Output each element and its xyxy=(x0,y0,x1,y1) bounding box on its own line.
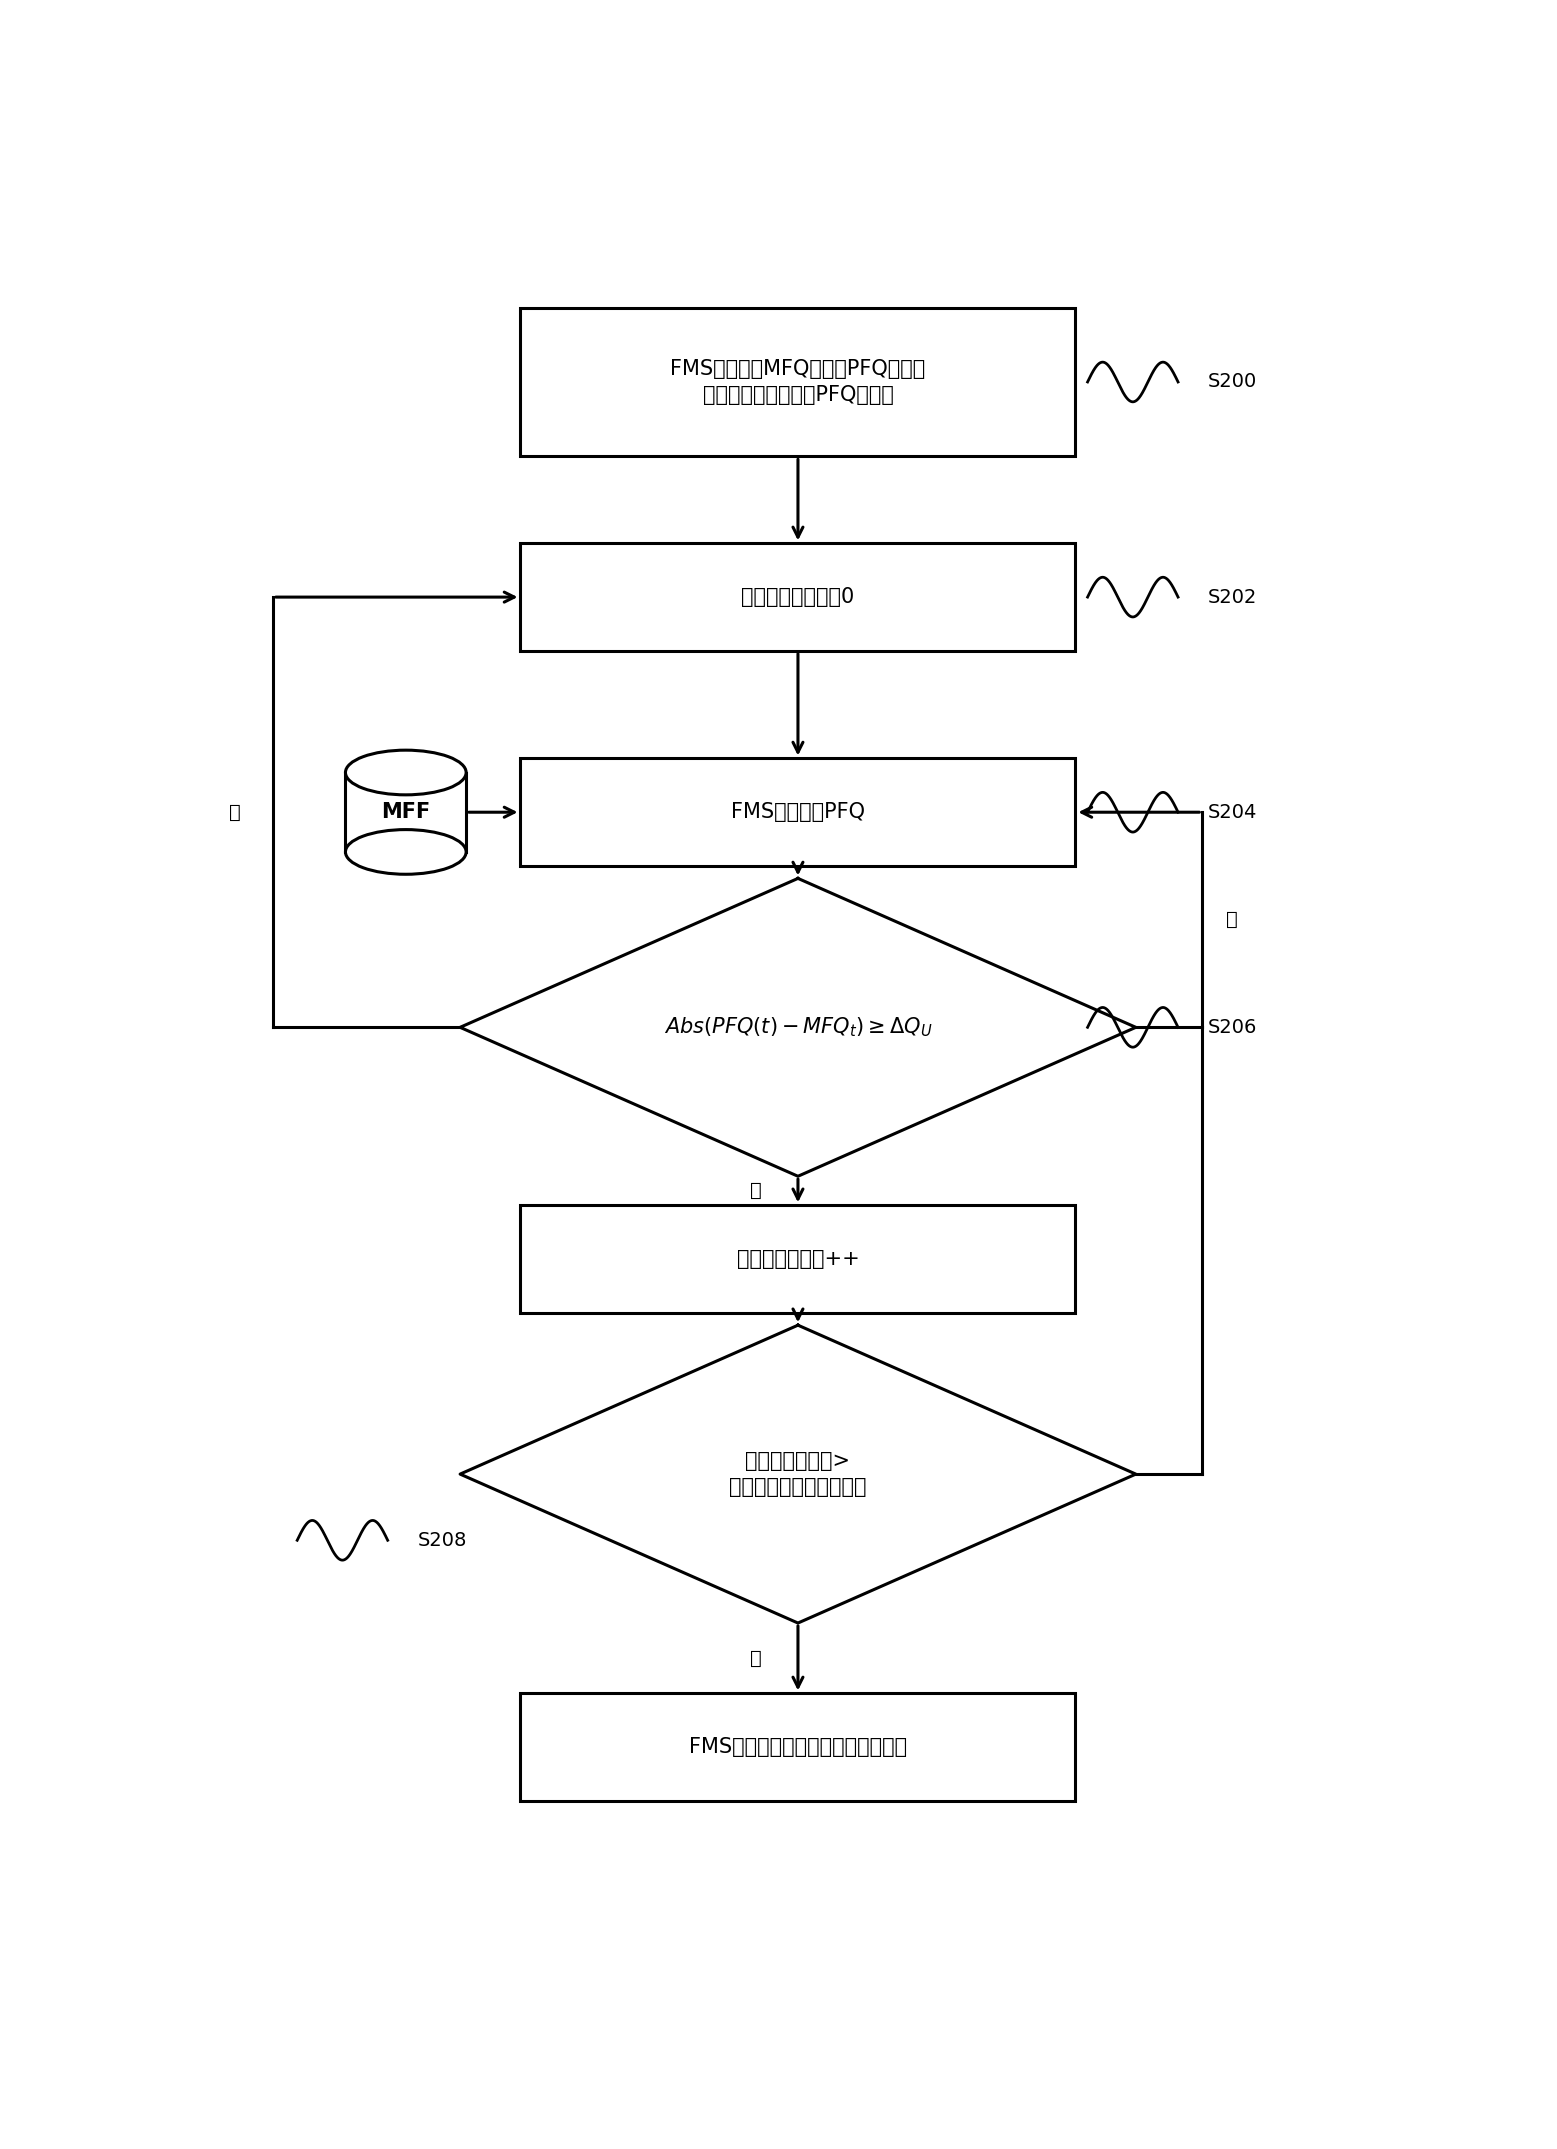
Text: FMS实时解算PFQ: FMS实时解算PFQ xyxy=(730,802,866,823)
FancyBboxPatch shape xyxy=(520,544,1076,651)
Text: $Abs\left(PFQ(t)-MFQ_t\right)\geq \Delta Q_U$: $Abs\left(PFQ(t)-MFQ_t\right)\geq \Delta… xyxy=(663,1016,933,1040)
FancyBboxPatch shape xyxy=(520,307,1076,456)
Text: 否: 否 xyxy=(229,804,240,821)
Text: 上游判断次数值＝0: 上游判断次数值＝0 xyxy=(741,587,855,608)
Text: FMS提供上游链路燃油泄漏告警信息: FMS提供上游链路燃油泄漏告警信息 xyxy=(688,1736,908,1758)
Text: 是: 是 xyxy=(750,1182,761,1201)
Text: S204: S204 xyxy=(1208,804,1258,821)
FancyBboxPatch shape xyxy=(520,1693,1076,1801)
FancyBboxPatch shape xyxy=(520,759,1076,866)
Text: 上游判断次数值>
预定义上游判断次数阈值: 上游判断次数值> 预定义上游判断次数阈值 xyxy=(729,1451,867,1498)
Text: FMS读取初始MFQ值作为PFQ初始值
或由飞行员手动输入PFQ初始值: FMS读取初始MFQ值作为PFQ初始值 或由飞行员手动输入PFQ初始值 xyxy=(671,359,925,404)
Text: MFF: MFF xyxy=(381,802,430,823)
FancyBboxPatch shape xyxy=(520,1206,1076,1313)
Text: S202: S202 xyxy=(1208,587,1258,606)
Text: 否: 否 xyxy=(1227,911,1238,928)
Ellipse shape xyxy=(346,750,466,795)
Text: 上游判断次数值++: 上游判断次数值++ xyxy=(736,1249,859,1270)
Text: S200: S200 xyxy=(1208,372,1258,391)
Text: S208: S208 xyxy=(417,1530,467,1549)
Text: S206: S206 xyxy=(1208,1019,1258,1036)
Ellipse shape xyxy=(346,830,466,875)
Text: 是: 是 xyxy=(750,1648,761,1668)
FancyBboxPatch shape xyxy=(346,771,466,851)
